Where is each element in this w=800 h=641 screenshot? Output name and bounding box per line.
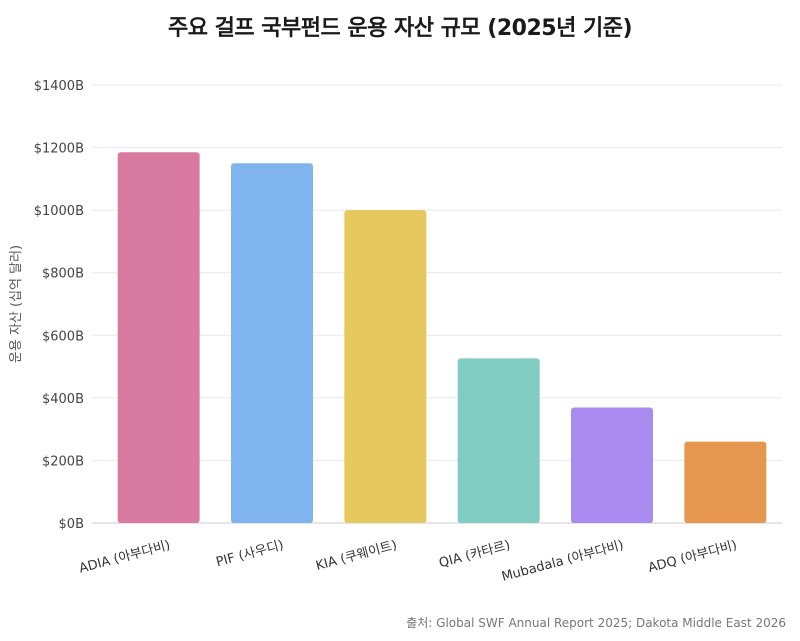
- bar: [344, 210, 427, 523]
- y-tick-label: $600B: [42, 329, 84, 344]
- y-tick-label: $800B: [42, 267, 84, 282]
- gridlines: [92, 84, 782, 524]
- x-axis-labels: ADIA (아부다비) PIF (사우디) KIA (쿠웨이트) QIA (카타르)M…: [78, 538, 739, 585]
- x-tick-label: Mubadala (아부다비): [500, 538, 625, 585]
- x-tick-label: ADIA (아부다비): [78, 538, 172, 577]
- bar: [457, 358, 540, 523]
- y-tick-label: $0B: [59, 517, 84, 532]
- y-tick-label: $1200B: [34, 142, 84, 157]
- y-axis-title: 운용 자산 (십억 달러): [9, 245, 24, 363]
- bar: [231, 163, 313, 523]
- bar: [571, 407, 653, 523]
- x-tick-label: KIA (쿠웨이트): [314, 538, 398, 574]
- source-note: 출처: Global SWF Annual Report 2025; Dakot…: [406, 616, 786, 630]
- y-tick-label: $200B: [42, 454, 84, 469]
- y-tick-label: $1400B: [34, 79, 84, 94]
- x-tick-label: ADQ (아부다비): [647, 538, 739, 576]
- bars: [117, 152, 767, 523]
- bar: [117, 152, 200, 523]
- x-tick-label: PIF (사우디): [214, 538, 285, 570]
- x-tick-label: QIA (카타르): [437, 538, 512, 571]
- y-tick-label: $1000B: [34, 204, 84, 219]
- chart-title: 주요 걸프 국부펀드 운용 자산 규모 (2025년 기준): [167, 16, 633, 41]
- y-tick-label: $400B: [42, 392, 84, 407]
- bar: [684, 441, 767, 523]
- y-axis-ticks: $0B $200B $400B $600B $800B $1000B $1200B $1400…: [34, 79, 84, 532]
